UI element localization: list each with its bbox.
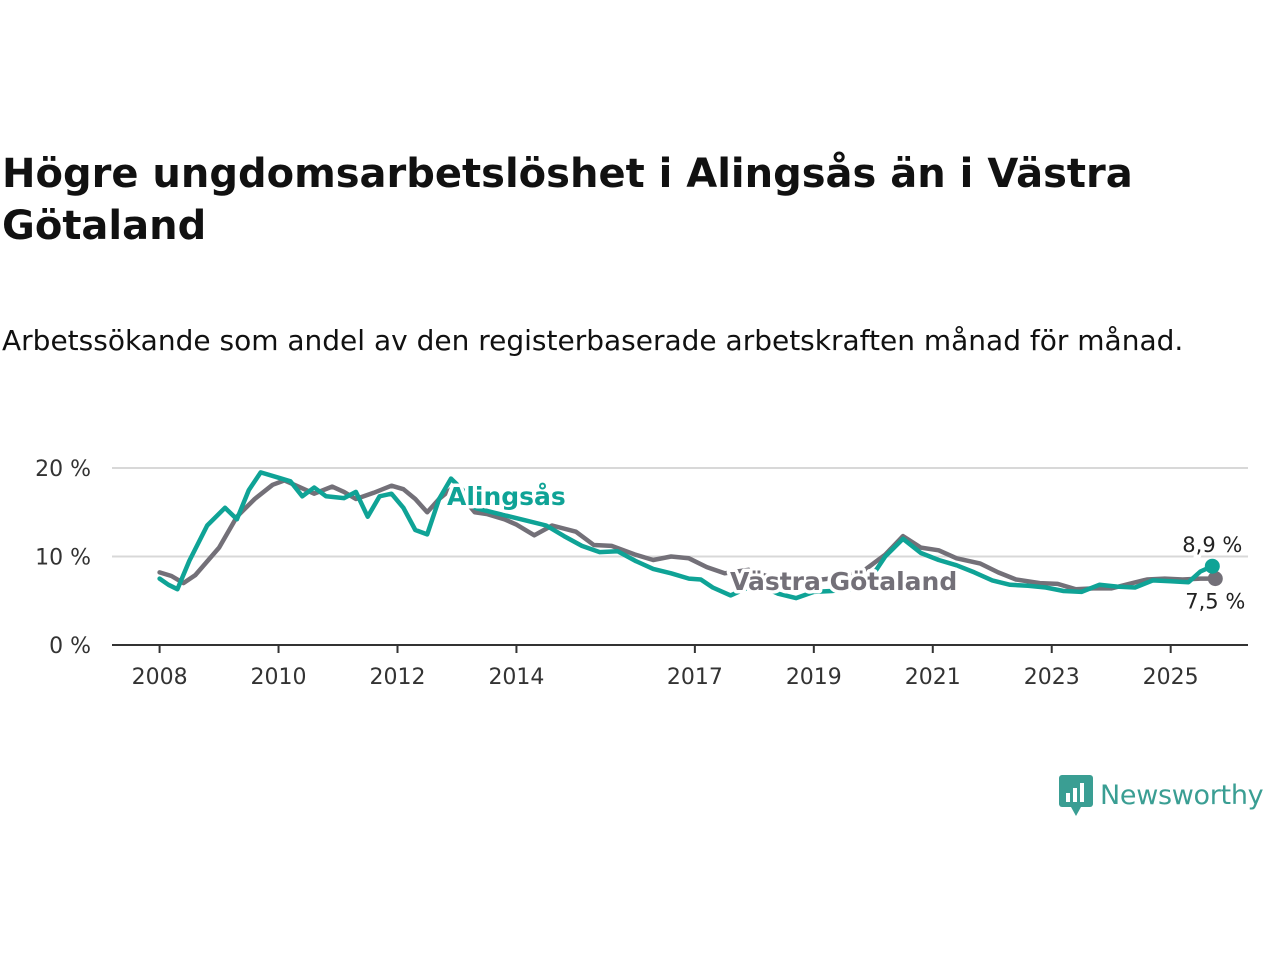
end-point-vastra-gotaland [1207, 571, 1223, 587]
x-tick-label: 2008 [132, 665, 188, 690]
x-tick-label: 2025 [1143, 665, 1199, 690]
x-tick-label: 2012 [369, 665, 425, 690]
x-tick-label: 2014 [488, 665, 544, 690]
series-label-alingsas: Alingsås [447, 482, 566, 511]
x-axis: 2008 2010 2012 2014 2017 2019 2021 2023 2025 [112, 644, 1248, 690]
chart-title: Högre ungdomsarbetslöshet i Alingsås än … [2, 151, 1133, 249]
end-label-alingsas: 8,9 % [1182, 533, 1242, 557]
x-tick-label: 2019 [786, 665, 842, 690]
newsworthy-logo-icon [1059, 775, 1093, 816]
newsworthy-logo-text: Newsworthy [1100, 779, 1264, 811]
line-chart: 0 % 10 % 20 % 2008 2010 2012 2014 2017 2019 2021… [35, 457, 1249, 690]
end-point-alingsas [1204, 558, 1220, 574]
series-labels: Västra Götaland Alingsås 8,9 % 7,5 % [444, 479, 1249, 617]
newsworthy-logo: Newsworthy [1058, 772, 1264, 818]
series-lines [157, 470, 1223, 601]
x-tick-label: 2021 [905, 665, 961, 690]
chart-subtitle: Arbetssökande som andel av den registerb… [2, 324, 1184, 357]
y-tick-label: 0 % [49, 634, 91, 659]
y-tick-label: 20 % [35, 457, 91, 482]
x-tick-label: 2023 [1024, 665, 1080, 690]
x-tick-label: 2010 [251, 665, 307, 690]
y-tick-label: 10 % [35, 546, 91, 571]
x-tick-label: 2017 [667, 665, 723, 690]
series-label-vastra-gotaland: Västra Götaland [730, 567, 957, 596]
series-line-alingsas [157, 470, 1215, 601]
end-label-vastra-gotaland: 7,5 % [1185, 590, 1245, 614]
series-line-vastra-gotaland [157, 478, 1218, 592]
